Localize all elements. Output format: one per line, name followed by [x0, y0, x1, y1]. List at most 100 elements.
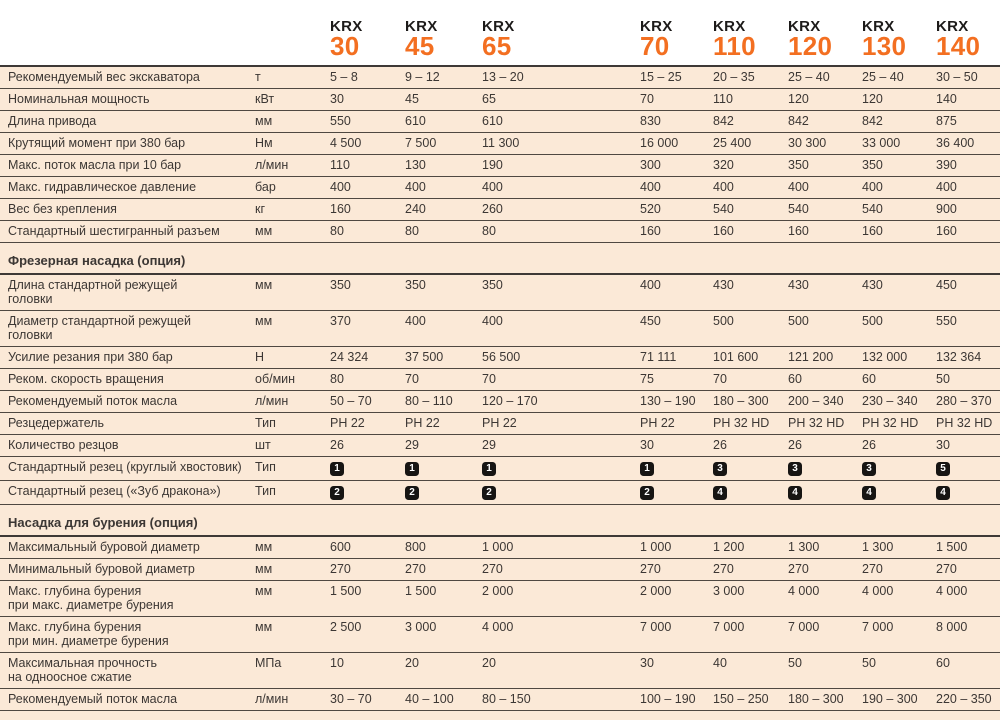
model-number: 45 [405, 31, 435, 61]
row-label: Реком. скорость вращения [0, 369, 248, 390]
value-cell: 2 000 [640, 584, 672, 598]
row-label: Крутящий момент при 380 бар [0, 133, 248, 154]
value-cell: 300 [640, 158, 661, 172]
value-cell: 25 400 [713, 136, 752, 150]
value-cell: 1 200 [713, 540, 745, 554]
value-cell: 4 000 [482, 620, 514, 634]
value-cell: 33 000 [862, 136, 901, 150]
row-unit: мм [255, 562, 273, 576]
value-cell: 2 [477, 481, 555, 504]
gap-column [555, 481, 635, 504]
row-unit: мм [255, 114, 273, 128]
value-cell: 830 [640, 114, 661, 128]
value-cell: 800 [405, 540, 426, 554]
value-cell: 30 [640, 656, 654, 670]
value-cell: 4 000 [936, 584, 968, 598]
brand-label: KRX [405, 18, 438, 35]
model-header-krx-70: KRX 70 [635, 19, 708, 65]
cutter-type-badge: 3 [862, 462, 876, 476]
value-cell: 36 400 [936, 136, 975, 150]
value-cell: 280 – 370 [936, 394, 992, 408]
value-cell: 70 [640, 92, 654, 106]
row-label-text-line2: головки [8, 292, 53, 306]
row-label: Стандартный резец (круглый хвостовик) [0, 457, 248, 480]
value-cell: 180 – 300 [788, 692, 844, 706]
row-unit: т [255, 70, 261, 84]
gap-column [555, 177, 635, 198]
value-cell: 1 [477, 457, 555, 480]
cutter-type-badge: 1 [640, 462, 654, 476]
model-header-krx-30: KRX 30 [325, 19, 400, 65]
value-cell: PH 22 [640, 416, 675, 430]
gap-column [555, 111, 635, 132]
value-cell: 110 [713, 92, 733, 106]
row-label: Длина стандартной режущей головки [0, 275, 248, 310]
row-label-text: Рекомендуемый вес экскаватора [8, 70, 200, 84]
value-cell: 1 [635, 457, 708, 480]
value-cell: 190 – 300 [862, 692, 918, 706]
value-cell: 900 [936, 202, 957, 216]
table-row: Количество резцов шт 26 29 29 30 26 26 26 30 [0, 435, 1000, 457]
row-label: Стандартный резец («Зуб дракона») [0, 481, 248, 504]
value-cell: 1 000 [640, 540, 672, 554]
model-header-krx-110: KRX 110 [708, 19, 783, 65]
value-cell: 130 [405, 158, 426, 172]
value-cell: 400 [405, 314, 426, 328]
value-cell: 350 [788, 158, 809, 172]
row-label: Макс. глубина бурения при макс. диаметре … [0, 581, 248, 616]
value-cell: 10 [330, 656, 344, 670]
cutter-type-badge: 2 [482, 486, 496, 500]
value-cell: 160 [640, 224, 661, 238]
value-cell: 100 – 190 [640, 692, 696, 706]
value-cell: 70 [713, 372, 727, 386]
row-label: Стандартный шестигранный разъем [0, 221, 248, 242]
value-cell: 26 [788, 438, 802, 452]
model-header-krx-45: KRX 45 [400, 19, 477, 65]
value-cell: 400 [482, 314, 503, 328]
gap-column [555, 221, 635, 242]
value-cell: 80 – 110 [405, 394, 453, 408]
value-cell: 26 [862, 438, 876, 452]
row-label-text: Макс. глубина бурения [8, 620, 142, 634]
table-row: Рекомендуемый поток масла л/мин 30 – 70 40 … [0, 689, 1000, 711]
section-title: Фрезерная насадка (опция) [0, 253, 1000, 275]
table-row: Макс. поток масла при 10 бар л/мин 110 130 1… [0, 155, 1000, 177]
value-cell: 400 [862, 180, 883, 194]
gap-column [555, 559, 635, 580]
cutter-type-badge: 1 [405, 462, 419, 476]
cutter-type-badge: 4 [788, 486, 802, 500]
value-cell: 50 [862, 656, 876, 670]
gap-column [555, 689, 635, 710]
row-unit: Тип [255, 484, 276, 498]
value-cell: 270 [330, 562, 351, 576]
row-label: Номинальная мощность [0, 89, 248, 110]
value-cell: 540 [862, 202, 883, 216]
row-label-text-line2: на одноосное сжатие [8, 670, 132, 684]
value-cell: PH 22 [330, 416, 365, 430]
value-cell: 540 [788, 202, 809, 216]
cutter-type-badge: 4 [862, 486, 876, 500]
row-label-text: Крутящий момент при 380 бар [8, 136, 186, 150]
table-row: Реком. скорость вращения об/мин 80 70 70 75 70… [0, 369, 1000, 391]
value-cell: 270 [482, 562, 503, 576]
value-cell: 1 500 [936, 540, 968, 554]
value-cell: 400 [330, 180, 351, 194]
value-cell: 7 000 [713, 620, 745, 634]
value-cell: 50 [936, 372, 950, 386]
value-cell: 2 [325, 481, 400, 504]
row-label-text: Количество резцов [8, 438, 119, 452]
model-number: 30 [330, 31, 360, 61]
row-label: Рекомендуемый поток масла [0, 391, 248, 412]
value-cell: 37 500 [405, 350, 444, 364]
value-cell: 390 [936, 158, 957, 172]
row-unit: Нм [255, 136, 273, 150]
value-cell: 550 [936, 314, 957, 328]
row-label-text: Диаметр стандартной режущей [8, 314, 191, 328]
value-cell: 2 500 [330, 620, 362, 634]
row-label: Усилие резания при 380 бар [0, 347, 248, 368]
row-unit: Тип [255, 460, 276, 474]
value-cell: 5 [931, 457, 1000, 480]
value-cell: PH 32 HD [936, 416, 993, 430]
row-label: Количество резцов [0, 435, 248, 456]
row-unit: об/мин [255, 372, 296, 386]
